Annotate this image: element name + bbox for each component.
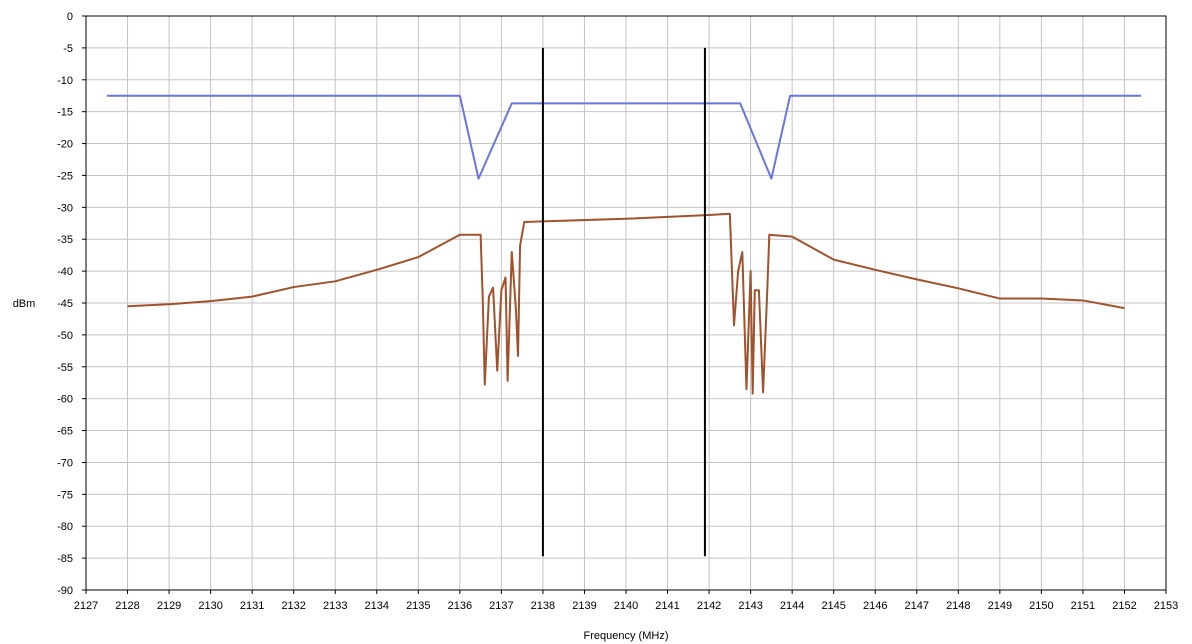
y-tick-label: -80 [57, 521, 73, 533]
x-tick-label: 2146 [863, 600, 887, 612]
x-tick-label: 2131 [240, 600, 264, 612]
x-tick-label: 2139 [572, 600, 596, 612]
grid [85, 15, 1167, 591]
x-axis-title: Frequency (MHz) [584, 630, 669, 642]
y-tick-label: -10 [57, 75, 73, 87]
x-tick-label: 2149 [988, 600, 1012, 612]
x-tick-label: 2145 [821, 600, 845, 612]
y-tick-label: -90 [57, 585, 73, 597]
x-tick-label: 2143 [738, 600, 762, 612]
x-tick-label: 2147 [905, 600, 929, 612]
x-tick-label: 2148 [946, 600, 970, 612]
x-tick-label: 2130 [198, 600, 222, 612]
x-tick-label: 2133 [323, 600, 347, 612]
x-tick-label: 2134 [365, 600, 389, 612]
x-tick-label: 2127 [74, 600, 98, 612]
x-axis-ticks: 2127 2128 2129 2130 2131 2132 2133 2134 2135 2136… [74, 590, 1178, 612]
x-tick-label: 2150 [1029, 600, 1053, 612]
y-axis-ticks: 0 -5 -10 -15 -20 -25 -30 -35 -40 -45 -50 -55 -60 -65 -… [57, 11, 86, 597]
x-tick-label: 2144 [780, 600, 804, 612]
y-tick-label: -5 [63, 43, 73, 55]
y-tick-label: -55 [57, 362, 73, 374]
y-tick-label: -20 [57, 139, 73, 151]
x-tick-label: 2135 [406, 600, 430, 612]
y-tick-label: -30 [57, 202, 73, 214]
y-tick-label: -75 [57, 489, 73, 501]
x-tick-label: 2153 [1154, 600, 1178, 612]
y-tick-label: -35 [57, 234, 73, 246]
y-tick-label: -65 [57, 426, 73, 438]
x-tick-label: 2151 [1071, 600, 1095, 612]
x-tick-label: 2128 [115, 600, 139, 612]
x-tick-label: 2140 [614, 600, 638, 612]
y-tick-label: -85 [57, 553, 73, 565]
y-tick-label: -25 [57, 170, 73, 182]
x-tick-label: 2142 [697, 600, 721, 612]
x-tick-label: 2152 [1112, 600, 1136, 612]
x-tick-label: 2137 [489, 600, 513, 612]
x-tick-label: 2132 [281, 600, 305, 612]
series-layer [106, 47, 1142, 557]
x-tick-label: 2138 [531, 600, 555, 612]
y-tick-label: -50 [57, 330, 73, 342]
y-tick-label: -45 [57, 298, 73, 310]
y-tick-label: -40 [57, 266, 73, 278]
y-tick-label: 0 [67, 11, 73, 23]
y-axis-title: dBm [13, 298, 36, 310]
y-tick-label: -60 [57, 394, 73, 406]
y-tick-label: -70 [57, 457, 73, 469]
x-tick-label: 2141 [655, 600, 679, 612]
x-tick-label: 2136 [448, 600, 472, 612]
y-tick-label: -15 [57, 107, 73, 119]
series-line-1 [106, 94, 1142, 180]
x-tick-label: 2129 [157, 600, 181, 612]
